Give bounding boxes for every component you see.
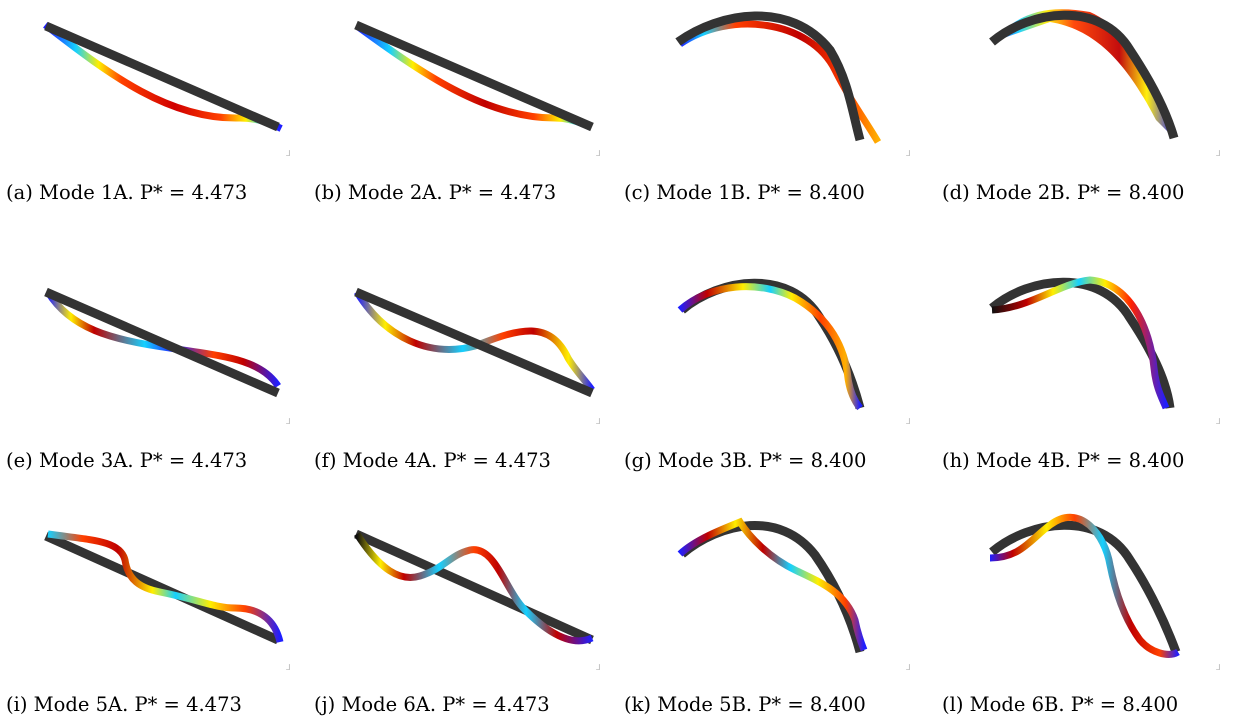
undeformed-beam bbox=[44, 21, 280, 132]
panel-d: ⅃ bbox=[930, 0, 1240, 160]
panel-b: ⅃ bbox=[310, 0, 620, 160]
caption-j: (j) Mode 6A. P* = 4.473 bbox=[314, 693, 550, 716]
axis-triad: ⅃ bbox=[906, 149, 910, 158]
deformed-beam bbox=[47, 530, 284, 643]
undeformed-beam bbox=[989, 520, 1181, 654]
undeformed-beam bbox=[354, 20, 594, 132]
mode-shape-figure-i: ⅃ bbox=[44, 530, 290, 672]
mode-shape-figure-f: ⅃ bbox=[354, 287, 600, 426]
axis-triad: ⅃ bbox=[286, 663, 290, 672]
deformed-beam bbox=[354, 532, 594, 645]
mode-shape-figure-k: ⅃ bbox=[677, 517, 910, 672]
undeformed-beam bbox=[675, 11, 865, 142]
deformed-beam bbox=[677, 517, 868, 652]
mode-shape-figure-b: ⅃ bbox=[354, 20, 600, 158]
axis-triad: ⅃ bbox=[286, 417, 290, 426]
caption-h: (h) Mode 4B. P* = 8.400 bbox=[942, 449, 1185, 472]
panel-i: ⅃ bbox=[0, 510, 310, 675]
mode-shape-figure-j: ⅃ bbox=[354, 529, 600, 672]
undeformed-beam bbox=[354, 529, 594, 645]
deformed-band bbox=[992, 9, 1174, 138]
axis-triad: ⅃ bbox=[1216, 149, 1220, 158]
mode-shape-figure-l: ⅃ bbox=[989, 513, 1220, 672]
caption-a: (a) Mode 1A. P* = 4.473 bbox=[6, 181, 248, 204]
axis-triad: ⅃ bbox=[906, 417, 910, 426]
panel-c: ⅃ bbox=[620, 0, 930, 160]
caption-k: (k) Mode 5B. P* = 8.400 bbox=[624, 693, 866, 716]
undeformed-beam bbox=[989, 277, 1175, 409]
caption-d: (d) Mode 2B. P* = 8.400 bbox=[942, 181, 1185, 204]
panel-k: ⅃ bbox=[620, 510, 930, 675]
deformed-beam bbox=[678, 20, 882, 144]
deformed-beam bbox=[354, 290, 595, 393]
panel-h: ⅃ bbox=[930, 268, 1240, 428]
axis-triad: ⅃ bbox=[1216, 663, 1220, 672]
caption-c: (c) Mode 1B. P* = 8.400 bbox=[624, 181, 865, 204]
axis-triad: ⅃ bbox=[906, 663, 910, 672]
axis-triad: ⅃ bbox=[1216, 417, 1220, 426]
caption-l: (l) Mode 6B. P* = 8.400 bbox=[942, 693, 1179, 716]
deformed-beam bbox=[677, 283, 863, 411]
mode-shape-figure-h: ⅃ bbox=[989, 276, 1220, 426]
deformed-beam bbox=[991, 276, 1170, 410]
undeformed-beam bbox=[354, 287, 594, 398]
undeformed-beam bbox=[989, 10, 1179, 140]
caption-e: (e) Mode 3A. P* = 4.473 bbox=[6, 449, 248, 472]
mode-shape-figure-a: ⅃ bbox=[43, 21, 290, 158]
panel-f: ⅃ bbox=[310, 268, 620, 428]
deformed-beam bbox=[989, 513, 1180, 658]
undeformed-beam bbox=[44, 531, 280, 645]
panel-g: ⅃ bbox=[620, 268, 930, 428]
undeformed-beam bbox=[44, 287, 280, 398]
mode-shape-figure-c: ⅃ bbox=[675, 11, 910, 158]
caption-i: (i) Mode 5A. P* = 4.473 bbox=[6, 693, 242, 716]
axis-triad: ⅃ bbox=[596, 149, 600, 158]
undeformed-beam bbox=[679, 278, 865, 410]
caption-f: (f) Mode 4A. P* = 4.473 bbox=[314, 449, 551, 472]
panel-e: ⅃ bbox=[0, 268, 310, 428]
axis-triad: ⅃ bbox=[596, 663, 600, 672]
panel-l: ⅃ bbox=[930, 510, 1240, 675]
panel-a: ⅃ bbox=[0, 0, 310, 160]
mode-shape-figure-g: ⅃ bbox=[677, 278, 910, 426]
mode-shape-figure-d: ⅃ bbox=[989, 9, 1220, 158]
axis-triad: ⅃ bbox=[596, 417, 600, 426]
mode-shape-figure-e: ⅃ bbox=[44, 287, 290, 426]
axis-triad: ⅃ bbox=[286, 149, 290, 158]
panel-j: ⅃ bbox=[310, 510, 620, 675]
caption-g: (g) Mode 3B. P* = 8.400 bbox=[624, 449, 867, 472]
caption-b: (b) Mode 2A. P* = 4.473 bbox=[314, 181, 557, 204]
